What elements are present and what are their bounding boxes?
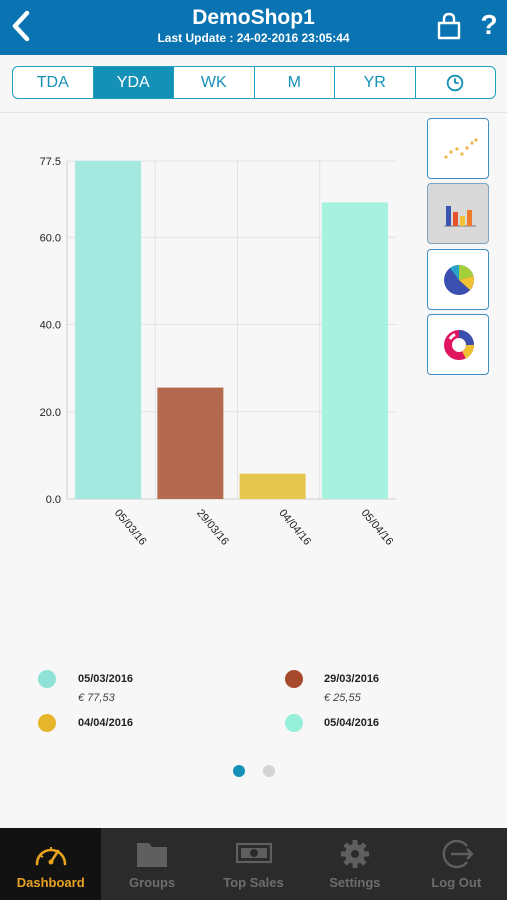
period-tabs: TDA YDA WK M YR <box>12 66 496 99</box>
chevron-left-icon <box>12 10 30 42</box>
page-title: DemoShop1 <box>192 6 315 29</box>
legend-date: 05/03/2016 <box>78 673 134 685</box>
nav-settings[interactable]: Settings <box>304 828 405 900</box>
sales-bar-chart: 0.0 20.0 40.0 60.0 77.5 05/03/16 29/03/16 04/04… <box>40 156 396 548</box>
page-indicator-2[interactable] <box>263 765 275 777</box>
tab-yda[interactable]: YDA <box>93 67 174 98</box>
legend-date: 29/03/2016 <box>324 673 380 685</box>
tab-custom-period[interactable] <box>416 67 496 98</box>
y-tick-label: 40.0 <box>40 320 61 332</box>
back-button[interactable] <box>8 9 34 43</box>
bottom-navigation: Dashboard Groups Top Sales Settings <box>0 828 507 900</box>
tab-tda[interactable]: TDA <box>13 67 94 98</box>
bar <box>157 387 224 499</box>
legend-swatch <box>285 714 303 732</box>
tab-yr[interactable]: YR <box>335 67 416 98</box>
bar <box>239 473 306 499</box>
line-chart-button[interactable] <box>427 118 489 179</box>
legend-swatch <box>38 670 56 688</box>
nav-label: Top Sales <box>223 875 284 890</box>
nav-groups[interactable]: Groups <box>101 828 202 900</box>
nav-dashboard[interactable]: Dashboard <box>0 828 102 900</box>
line-chart-icon <box>444 138 478 159</box>
x-tick-label: 05/03/16 <box>112 507 149 548</box>
nav-label: Settings <box>329 875 381 890</box>
bar-chart-button[interactable] <box>427 183 489 244</box>
app-header: DemoShop1 Last Update : 24-02-2016 23:05… <box>0 0 507 55</box>
legend-swatch <box>285 670 303 688</box>
y-tick-label: 0.0 <box>46 494 61 506</box>
last-update-label: Last Update : 24-02-2016 23:05:44 <box>157 31 350 45</box>
nav-label: Groups <box>128 875 176 890</box>
question-mark-icon: ? <box>480 9 498 40</box>
legend-swatch <box>38 714 56 732</box>
nav-label: Log Out <box>431 875 482 890</box>
donut-chart-button[interactable] <box>427 314 489 375</box>
legend-date: 05/04/2016 <box>324 717 380 729</box>
folder-icon <box>137 843 168 867</box>
pie-chart-icon <box>444 264 474 295</box>
y-tick-label: 77.5 <box>40 156 61 168</box>
legend-value: € 77,53 <box>78 692 115 704</box>
legend-value: € 25,55 <box>324 692 361 704</box>
x-tick-label: 29/03/16 <box>194 507 231 548</box>
y-tick-label: 60.0 <box>40 232 61 244</box>
speedometer-icon <box>35 847 67 866</box>
page-indicator-1[interactable] <box>233 765 245 777</box>
clock-icon <box>447 74 464 91</box>
shopping-bag-icon <box>437 12 461 40</box>
divider <box>0 112 507 113</box>
bar-chart-icon <box>444 206 476 227</box>
legend-date: 04/04/2016 <box>78 717 134 729</box>
cash-icon <box>235 842 272 864</box>
x-tick-label: 04/04/16 <box>276 507 313 548</box>
x-tick-label: 05/04/16 <box>359 507 396 548</box>
y-tick-label: 20.0 <box>40 407 61 419</box>
donut-chart-icon <box>444 330 474 360</box>
nav-label: Dashboard <box>16 875 85 890</box>
nav-top-sales[interactable]: Top Sales <box>203 828 304 900</box>
pie-chart-button[interactable] <box>427 249 489 310</box>
shop-button[interactable] <box>436 12 462 40</box>
logout-icon <box>442 839 474 869</box>
bar <box>321 202 388 499</box>
help-button[interactable]: ? <box>478 8 500 42</box>
tab-m[interactable]: M <box>255 67 335 98</box>
bar <box>75 160 142 500</box>
nav-log-out[interactable]: Log Out <box>406 828 507 900</box>
gear-icon <box>341 840 370 868</box>
tab-wk[interactable]: WK <box>174 67 255 98</box>
